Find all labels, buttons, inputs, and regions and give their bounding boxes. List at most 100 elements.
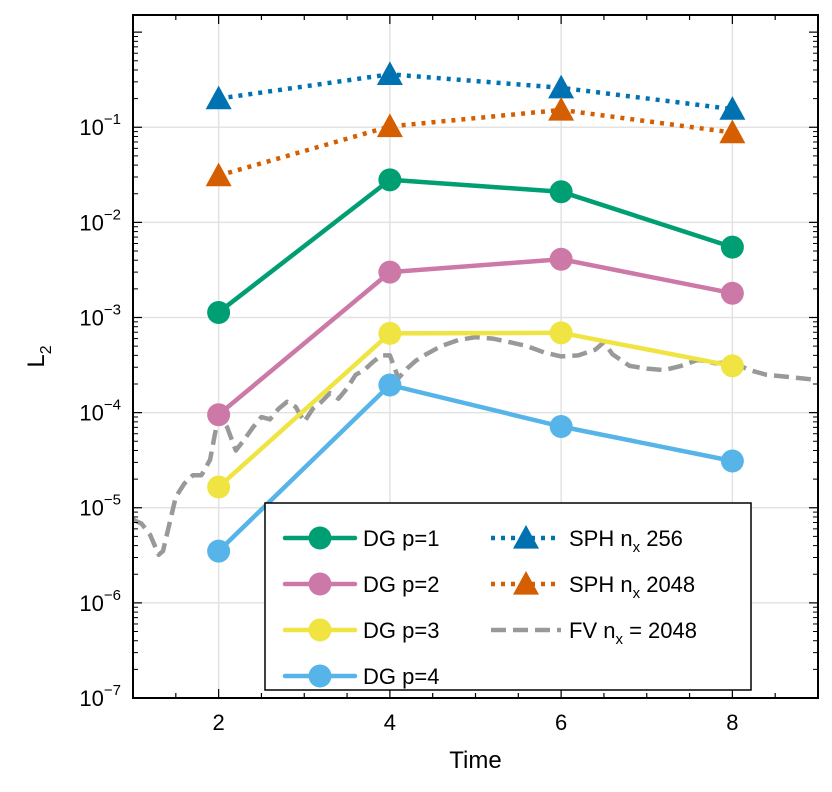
legend-label-sub: x (633, 585, 641, 602)
y-tick-base: 10 (79, 686, 103, 711)
data-point-dg-p-4 (207, 539, 231, 563)
series-dg-p-1 (207, 168, 744, 324)
y-tick-exponent: −7 (104, 682, 121, 699)
y-axis-title-sub: 2 (38, 345, 55, 354)
legend-label-sph-nx-256: SPH nx 256 (569, 526, 683, 556)
y-tick-label: 10−4 (79, 397, 121, 426)
data-point-dg-p-3 (720, 354, 744, 378)
legend-entry-dg-p-3: DG p=3 (282, 618, 439, 643)
legend-entry-sph-nx-2048: SPH nx 2048 (491, 571, 695, 602)
x-axis-title: Time (449, 747, 501, 774)
legend-label-main: DG p=4 (363, 664, 439, 689)
series-fv-nx-2048 (133, 334, 818, 558)
y-tick-base: 10 (79, 210, 103, 235)
y-tick-label: 10−3 (79, 301, 121, 330)
legend-marker-dg-p-3 (308, 618, 332, 642)
data-point-dg-p-4 (378, 373, 402, 397)
legend-label-main: SPH n (569, 526, 633, 551)
y-tick-base: 10 (79, 591, 103, 616)
data-point-dg-p-2 (720, 281, 744, 305)
x-tick-label: 4 (384, 710, 396, 735)
data-point-sph-nx-2048 (376, 113, 403, 138)
legend-label-main: FV n (569, 618, 615, 643)
y-tick-exponent: −2 (104, 206, 121, 223)
y-tick-base: 10 (79, 401, 103, 426)
ticks (132, 15, 819, 699)
legend-label-dg-p-1: DG p=1 (363, 526, 439, 551)
series-line-dg-p-3 (216, 330, 735, 490)
y-tick-label: 10−6 (79, 587, 121, 616)
legend-label-fv-nx-2048: FV nx = 2048 (569, 618, 697, 648)
legend-marker-dg-p-1 (308, 526, 332, 550)
legend-label-main: DG p=1 (363, 526, 439, 551)
data-point-dg-p-1 (207, 300, 231, 324)
data-point-dg-p-4 (549, 414, 573, 438)
series-layer (133, 61, 818, 563)
y-tick-exponent: −5 (104, 492, 121, 509)
x-tick-label: 8 (726, 710, 738, 735)
legend-label-sph-nx-2048: SPH nx 2048 (569, 572, 695, 602)
legend-label-tail: 256 (640, 526, 683, 551)
y-tick-exponent: −6 (104, 587, 121, 604)
y-tick-label: 10−2 (79, 206, 121, 235)
data-point-sph-nx-256 (548, 74, 575, 99)
x-tick-label: 2 (213, 710, 225, 735)
data-point-dg-p-2 (549, 247, 573, 271)
data-point-dg-p-3 (207, 475, 231, 499)
legend-label-sub: x (615, 631, 623, 648)
series-line-dg-p-2 (216, 256, 735, 417)
data-point-dg-p-1 (378, 168, 402, 192)
legend-marker-sph-nx-2048 (513, 571, 539, 595)
legend-label-main: DG p=3 (363, 618, 439, 643)
y-tick-base: 10 (79, 496, 103, 521)
y-tick-base: 10 (79, 305, 103, 330)
series-sph-nx-2048 (205, 96, 746, 187)
data-point-sph-nx-256 (376, 61, 403, 85)
legend-entry-fv-nx-2048: FV nx = 2048 (491, 618, 697, 648)
data-point-dg-p-1 (720, 235, 744, 259)
y-tick-base: 10 (79, 115, 103, 140)
series-line-dg-p-1 (216, 177, 735, 315)
legend-label-tail: = 2048 (623, 618, 697, 643)
series-line-sph-nx-2048 (217, 107, 733, 178)
legend-label-dg-p-2: DG p=2 (363, 572, 439, 597)
series-dg-p-3 (207, 321, 744, 499)
legend-entry-dg-p-1: DG p=1 (282, 526, 439, 551)
data-point-sph-nx-256 (205, 85, 232, 110)
legend-label-main: SPH n (569, 572, 633, 597)
series-line-sph-nx-256 (218, 72, 733, 112)
y-tick-label: 10−7 (79, 682, 121, 711)
data-point-dg-p-4 (720, 449, 744, 473)
y-tick-label: 10−5 (79, 492, 121, 521)
y-tick-exponent: −3 (104, 301, 121, 318)
legend-label-main: DG p=2 (363, 572, 439, 597)
data-point-sph-nx-256 (719, 96, 746, 120)
data-point-dg-p-1 (549, 180, 573, 204)
legend-marker-dg-p-2 (308, 572, 332, 596)
tick-labels: 2 4 6 810−710−610−510−410−310−210−1 (79, 111, 738, 735)
legend-label-sub: x (633, 539, 641, 556)
data-point-sph-nx-2048 (548, 96, 575, 121)
legend-marker-sph-nx-256 (513, 525, 539, 549)
legend-box (264, 502, 752, 691)
x-tick-label: 6 (555, 710, 567, 735)
y-tick-label: 10−1 (79, 111, 121, 140)
y-tick-exponent: −1 (104, 111, 121, 128)
data-point-sph-nx-2048 (205, 162, 232, 187)
series-sph-nx-256 (205, 61, 746, 120)
legend-label-tail: 2048 (640, 572, 695, 597)
legend-entry-dg-p-4: DG p=4 (282, 664, 439, 689)
y-axis-title-main: L (23, 354, 50, 367)
series-dg-p-2 (207, 247, 744, 427)
y-tick-exponent: −4 (104, 397, 121, 414)
data-point-dg-p-3 (378, 321, 402, 345)
series-line-fv-nx-2048 (133, 334, 818, 558)
legend-marker-dg-p-4 (308, 664, 332, 688)
series-dg-p-4 (207, 373, 744, 563)
legend-entry-sph-nx-256: SPH nx 256 (491, 525, 683, 556)
y-axis-title: L2 (23, 345, 55, 367)
legend-entry-dg-p-2: DG p=2 (282, 572, 439, 597)
